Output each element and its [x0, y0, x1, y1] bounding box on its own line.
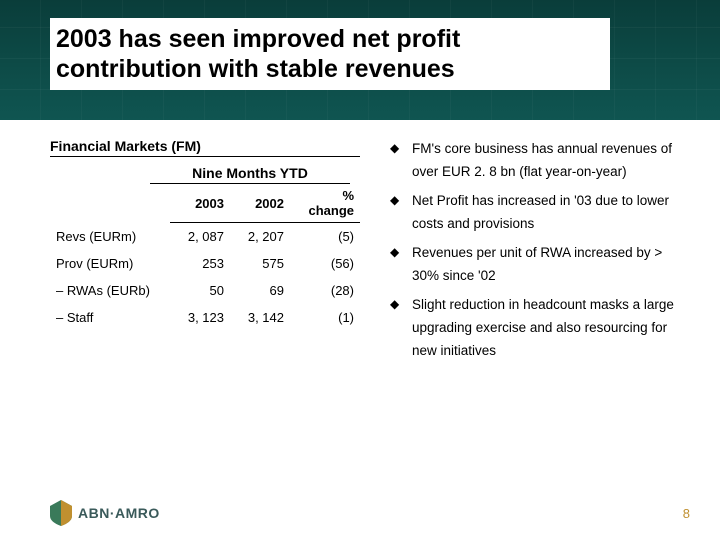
content-area: Financial Markets (FM) Nine Months YTD 2…	[0, 120, 720, 368]
header-band: 2003 has seen improved net profit contri…	[0, 0, 720, 120]
cell: 69	[230, 277, 290, 304]
cell: 50	[170, 277, 230, 304]
table-group-header: Nine Months YTD	[150, 163, 350, 184]
row-label: Revs (EURm)	[50, 223, 170, 251]
col-header-2003: 2003	[170, 184, 230, 223]
left-column: Financial Markets (FM) Nine Months YTD 2…	[50, 138, 360, 368]
bullet-icon: ◆	[390, 138, 412, 184]
row-label: – Staff	[50, 304, 170, 331]
list-item: ◆Slight reduction in headcount masks a l…	[390, 294, 690, 363]
cell: 3, 123	[170, 304, 230, 331]
col-header-change: % change	[290, 184, 360, 223]
shield-icon	[50, 500, 72, 526]
table-row: – RWAs (EURb) 50 69 (28)	[50, 277, 360, 304]
cell: 3, 142	[230, 304, 290, 331]
cell: 253	[170, 250, 230, 277]
col-header-2002: 2002	[230, 184, 290, 223]
list-item: ◆Revenues per unit of RWA increased by >…	[390, 242, 690, 288]
list-item: ◆FM's core business has annual revenues …	[390, 138, 690, 184]
table-row: Revs (EURm) 2, 087 2, 207 (5)	[50, 223, 360, 251]
data-table: 2003 2002 % change Revs (EURm) 2, 087 2,…	[50, 184, 360, 331]
right-column: ◆FM's core business has annual revenues …	[390, 138, 690, 368]
cell: 2, 087	[170, 223, 230, 251]
table-row: – Staff 3, 123 3, 142 (1)	[50, 304, 360, 331]
cell: (1)	[290, 304, 360, 331]
cell: 575	[230, 250, 290, 277]
logo-text: ABN·AMRO	[78, 505, 160, 521]
row-label: Prov (EURm)	[50, 250, 170, 277]
cell: (56)	[290, 250, 360, 277]
section-subtitle: Financial Markets (FM)	[50, 138, 360, 157]
bullet-icon: ◆	[390, 190, 412, 236]
bullet-icon: ◆	[390, 294, 412, 363]
page-number: 8	[683, 506, 690, 521]
bullet-list: ◆FM's core business has annual revenues …	[390, 138, 690, 362]
logo: ABN·AMRO	[50, 500, 160, 526]
bullet-icon: ◆	[390, 242, 412, 288]
table-row: Prov (EURm) 253 575 (56)	[50, 250, 360, 277]
list-item: ◆Net Profit has increased in '03 due to …	[390, 190, 690, 236]
footer: ABN·AMRO 8	[50, 500, 690, 526]
slide-title: 2003 has seen improved net profit contri…	[50, 18, 610, 90]
cell: (5)	[290, 223, 360, 251]
cell: (28)	[290, 277, 360, 304]
row-label: – RWAs (EURb)	[50, 277, 170, 304]
cell: 2, 207	[230, 223, 290, 251]
